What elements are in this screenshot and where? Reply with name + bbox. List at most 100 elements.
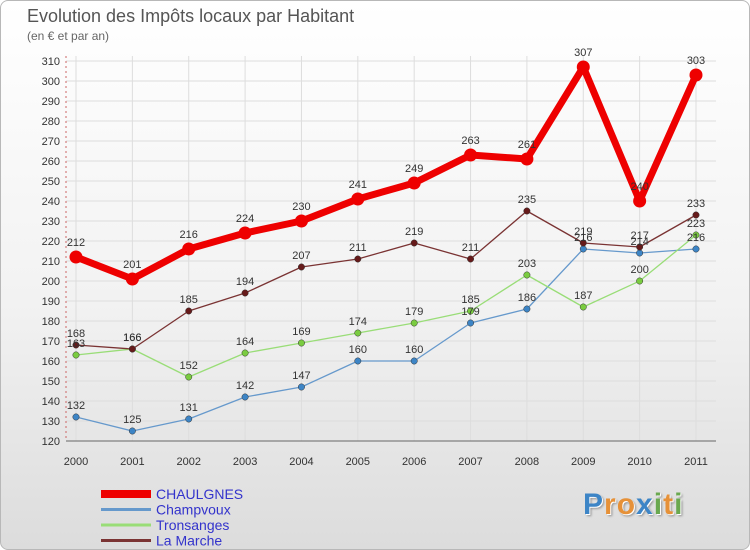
data-point xyxy=(407,176,421,190)
legend-label: La Marche xyxy=(156,533,222,549)
data-label: 179 xyxy=(461,306,479,318)
data-point xyxy=(354,357,362,365)
x-tick-label: 2002 xyxy=(176,456,200,468)
data-label: 212 xyxy=(67,237,85,249)
y-tick-label: 290 xyxy=(42,96,60,108)
data-point xyxy=(636,249,644,257)
data-label: 211 xyxy=(462,242,480,254)
x-tick-label: 2011 xyxy=(684,456,708,468)
data-label: 211 xyxy=(349,242,367,254)
data-point xyxy=(72,413,80,421)
logo-text: Proxiti xyxy=(583,488,684,521)
data-label: 194 xyxy=(236,276,254,288)
y-tick-label: 120 xyxy=(42,436,60,448)
data-point xyxy=(298,263,305,271)
x-tick-label: 2003 xyxy=(233,456,257,468)
legend-swatch xyxy=(101,508,151,511)
data-label: 214 xyxy=(630,236,648,248)
x-tick-label: 2010 xyxy=(627,456,651,468)
data-point xyxy=(238,226,252,240)
data-point xyxy=(467,307,474,315)
data-label: 307 xyxy=(574,47,592,59)
data-point xyxy=(128,427,136,435)
data-point xyxy=(294,214,308,228)
data-label: 132 xyxy=(67,400,85,412)
data-point xyxy=(523,207,531,215)
series-line-tronsanges xyxy=(75,234,697,378)
data-label: 163 xyxy=(67,338,85,350)
data-point xyxy=(351,192,365,206)
y-tick-label: 240 xyxy=(42,196,60,208)
data-label: 240 xyxy=(630,181,648,193)
data-point xyxy=(410,357,418,365)
data-point xyxy=(298,339,305,347)
data-label: 203 xyxy=(518,258,536,270)
data-point xyxy=(241,289,249,297)
data-point xyxy=(636,243,644,251)
legend-swatch xyxy=(101,539,151,542)
y-tick-label: 210 xyxy=(42,256,60,268)
data-label: 263 xyxy=(461,135,479,147)
data-point xyxy=(182,242,196,256)
data-label: 166 xyxy=(123,332,141,344)
data-point xyxy=(636,277,644,285)
data-label: 223 xyxy=(687,218,705,230)
data-point xyxy=(520,152,534,166)
data-label: 125 xyxy=(123,414,141,426)
data-label: 160 xyxy=(349,344,367,356)
y-tick-label: 310 xyxy=(42,56,60,68)
data-label: 164 xyxy=(236,336,254,348)
data-label: 249 xyxy=(405,163,423,175)
data-point xyxy=(185,415,193,423)
data-point xyxy=(354,329,362,337)
data-point xyxy=(692,231,700,239)
legend-label: Tronsanges xyxy=(156,517,229,533)
y-tick-label: 170 xyxy=(42,336,60,348)
data-label: 147 xyxy=(292,370,310,382)
data-point xyxy=(354,255,362,263)
data-label: 142 xyxy=(236,380,254,392)
data-point xyxy=(69,250,83,264)
series-line-champvoux xyxy=(75,248,697,432)
data-point xyxy=(692,245,700,253)
data-label: 219 xyxy=(405,226,423,238)
data-point xyxy=(576,60,590,74)
data-point xyxy=(241,393,249,401)
data-point xyxy=(185,307,193,315)
series-line-chaulgnes xyxy=(74,63,700,283)
data-label: 216 xyxy=(687,232,705,244)
x-tick-label: 2000 xyxy=(64,456,88,468)
data-point xyxy=(72,341,80,349)
data-label: 200 xyxy=(630,264,648,276)
data-label: 219 xyxy=(574,226,592,238)
x-tick-label: 2005 xyxy=(346,456,370,468)
x-tick-label: 2001 xyxy=(120,456,144,468)
data-point xyxy=(692,211,700,219)
y-tick-label: 230 xyxy=(42,216,60,228)
data-label: 216 xyxy=(574,232,592,244)
data-label: 174 xyxy=(349,316,367,328)
data-label: 230 xyxy=(292,201,310,213)
data-label: 233 xyxy=(687,198,705,210)
legend-swatch xyxy=(101,523,151,527)
x-tick-label: 2009 xyxy=(571,456,595,468)
data-point xyxy=(72,351,80,359)
data-point xyxy=(128,345,136,353)
y-tick-label: 160 xyxy=(42,356,60,368)
x-tick-label: 2008 xyxy=(515,456,539,468)
legend-label: Champvoux xyxy=(156,502,231,518)
data-point xyxy=(410,239,418,247)
data-label: 217 xyxy=(630,230,648,242)
data-point xyxy=(689,68,703,82)
data-label: 187 xyxy=(574,290,592,302)
data-label: 166 xyxy=(123,332,141,344)
proxiti-logo: Proxiti xyxy=(583,488,683,522)
data-label: 185 xyxy=(180,294,198,306)
chart-subtitle: (en € et par an) xyxy=(27,29,110,43)
chart-title: Evolution des Impôts locaux par Habitant xyxy=(27,6,355,26)
data-point xyxy=(523,305,531,313)
data-label: 207 xyxy=(292,250,310,262)
y-tick-label: 150 xyxy=(42,376,60,388)
